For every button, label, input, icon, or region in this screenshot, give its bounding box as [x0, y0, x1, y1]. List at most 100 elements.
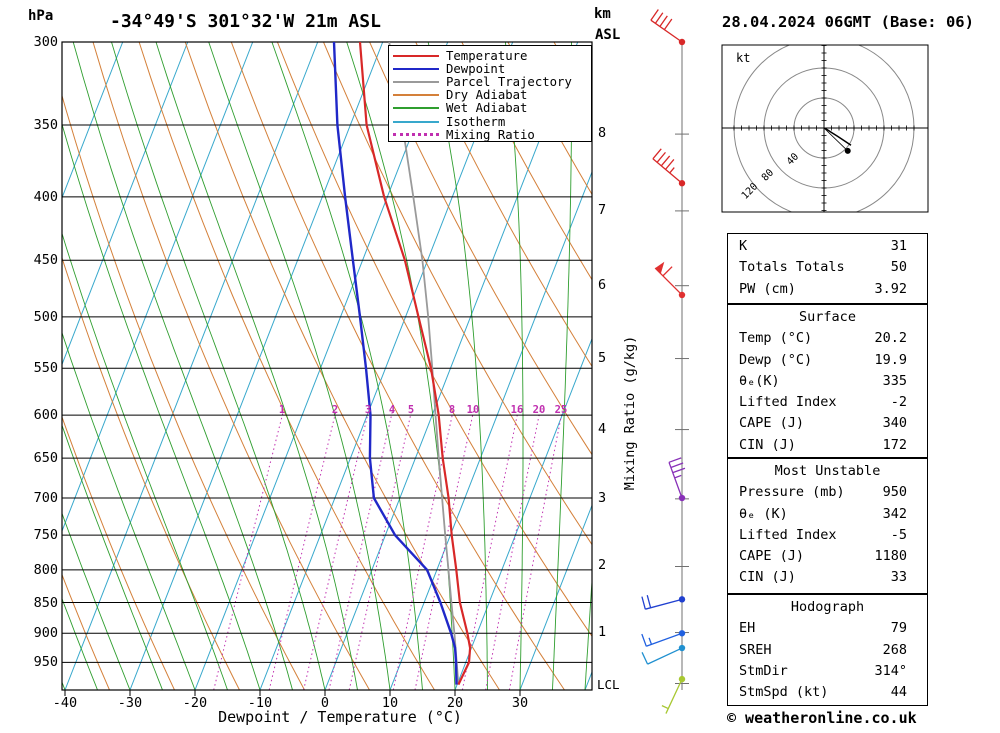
- info-row: K 31: [728, 236, 927, 257]
- legend-item: Parcel Trajectory: [393, 74, 591, 89]
- info-value: -5: [890, 526, 907, 543]
- legend-item: Isotherm: [393, 115, 591, 129]
- wind-barb: [661, 678, 683, 714]
- legend-swatch-parcel: [393, 80, 439, 83]
- info-box-header: Surface: [799, 309, 856, 325]
- hodograph: [722, 45, 928, 212]
- info-label: SREH: [739, 641, 772, 658]
- info-label: CIN (J): [739, 569, 796, 586]
- height-axis-unit-asl: ASL: [595, 27, 621, 43]
- legend-item: Mixing Ratio: [393, 127, 591, 142]
- wet-adiabat-line: [584, 574, 592, 690]
- pressure-tick-label: 700: [33, 490, 58, 506]
- info-row: Pressure (mb) 950: [728, 482, 927, 503]
- temp-tick-label: -40: [52, 695, 78, 711]
- info-row: PW (cm) 3.92: [728, 279, 927, 300]
- info-value: 1180: [874, 548, 907, 565]
- temp-tick-label: -20: [182, 695, 208, 711]
- info-label: θₑ(K): [739, 372, 780, 389]
- wind-barb: [641, 632, 683, 647]
- mixing-ratio-line: [268, 410, 337, 690]
- info-row: θₑ(K) 335: [728, 371, 927, 392]
- hodograph-kt-label: kt: [736, 51, 751, 65]
- km-tick-label: 3: [598, 490, 607, 506]
- temp-tick-label: 10: [381, 695, 399, 711]
- page-title: -34°49'S 301°32'W 21m ASL: [110, 11, 381, 32]
- mixing-ratio-line: [414, 410, 475, 690]
- info-label: Lifted Index: [739, 526, 837, 543]
- dry-adiabat-line: [62, 573, 110, 690]
- wind-barb: [654, 261, 683, 296]
- info-value: 340: [882, 415, 907, 432]
- legend-swatch-temperature: [393, 54, 439, 57]
- copyright-link[interactable]: © weatheronline.co.uk: [727, 709, 917, 727]
- legend-swatch-isotherm: [393, 120, 439, 123]
- info-value: 172: [882, 436, 907, 453]
- mixing-ratio-line: [461, 410, 519, 690]
- info-box-header: Most Unstable: [774, 463, 881, 479]
- pressure-tick-label: 500: [33, 309, 58, 325]
- pressure-tick-label: 550: [33, 360, 58, 376]
- pressure-axis-unit: hPa: [28, 8, 54, 24]
- info-value: 79: [890, 620, 907, 637]
- info-row: StmSpd (kt) 44: [728, 682, 927, 703]
- isotherm-line: [64, 42, 319, 690]
- info-row: θₑ (K) 342: [728, 504, 927, 525]
- info-box-indices: K 31 Totals Totals 50 PW (cm) 3.92: [727, 233, 928, 304]
- temp-tick-label: -10: [247, 695, 273, 711]
- temp-tick-label: 0: [320, 695, 330, 711]
- temperature-curve: [358, 42, 472, 686]
- dry-adiabat-line: [62, 94, 305, 690]
- mixing-ratio-line: [328, 410, 394, 690]
- x-axis-label: Dewpoint / Temperature (°C): [218, 708, 462, 726]
- info-label: Pressure (mb): [739, 484, 845, 501]
- info-label: θₑ (K): [739, 505, 788, 522]
- legend-label: Parcel Trajectory: [446, 74, 572, 89]
- temp-tick-label: 30: [511, 695, 529, 711]
- mixing-ratio-value-label: 20: [532, 404, 546, 416]
- pressure-tick-label: 950: [33, 654, 58, 670]
- legend-label: Dry Adiabat: [446, 88, 528, 103]
- info-value: 44: [890, 684, 907, 701]
- isotherm-line: [259, 42, 514, 690]
- pressure-tick-label: 400: [33, 189, 58, 205]
- info-label: Temp (°C): [739, 330, 813, 347]
- temp-tick-label: -30: [117, 695, 143, 711]
- isotherm-line: [324, 42, 579, 690]
- info-label: Lifted Index: [739, 394, 837, 411]
- km-tick-label: 4: [598, 421, 607, 437]
- info-row: Lifted Index -5: [728, 525, 927, 546]
- info-row: SREH 268: [728, 640, 927, 661]
- mixing-ratio-value-label: 4: [388, 404, 396, 416]
- pressure-tick-label: 850: [33, 595, 58, 611]
- legend-item: Temperature: [393, 48, 591, 63]
- legend-label: Mixing Ratio: [446, 127, 535, 142]
- dry-adiabat-line: [369, 42, 592, 456]
- pressure-tick-label: 750: [33, 527, 58, 543]
- legend-label: Dewpoint: [446, 61, 506, 76]
- info-value: 268: [882, 641, 907, 658]
- mixing-ratio-value-label: 16: [510, 404, 524, 416]
- pressure-tick-label: 350: [33, 117, 58, 133]
- km-tick-label: 5: [598, 350, 607, 366]
- dry-adiabat-line: [461, 42, 592, 281]
- info-row: CAPE (J) 1180: [728, 546, 927, 567]
- isotherm-line: [129, 42, 384, 690]
- legend-item: Dewpoint: [393, 61, 591, 76]
- legend-label: Temperature: [446, 48, 528, 63]
- info-value: -2: [890, 394, 907, 411]
- legend-swatch-dewpoint: [393, 67, 439, 70]
- legend: Temperature Dewpoint Parcel Trajectory Dry …: [388, 45, 592, 142]
- wet-adiabat-line: [111, 42, 326, 690]
- info-box-header: Hodograph: [790, 599, 865, 615]
- info-label: CAPE (J): [739, 548, 805, 565]
- info-value: 950: [882, 484, 907, 501]
- pressure-tick-label: 650: [33, 450, 58, 466]
- mixing-ratio-value-label: 8: [448, 404, 456, 416]
- dry-adiabat-line: [92, 42, 370, 690]
- mixing-ratio-value-label: 3: [364, 404, 372, 416]
- legend-item: Wet Adiabat: [393, 101, 591, 115]
- info-row: Totals Totals 50: [728, 257, 927, 278]
- mixing-ratio-value-label: 1: [278, 404, 286, 416]
